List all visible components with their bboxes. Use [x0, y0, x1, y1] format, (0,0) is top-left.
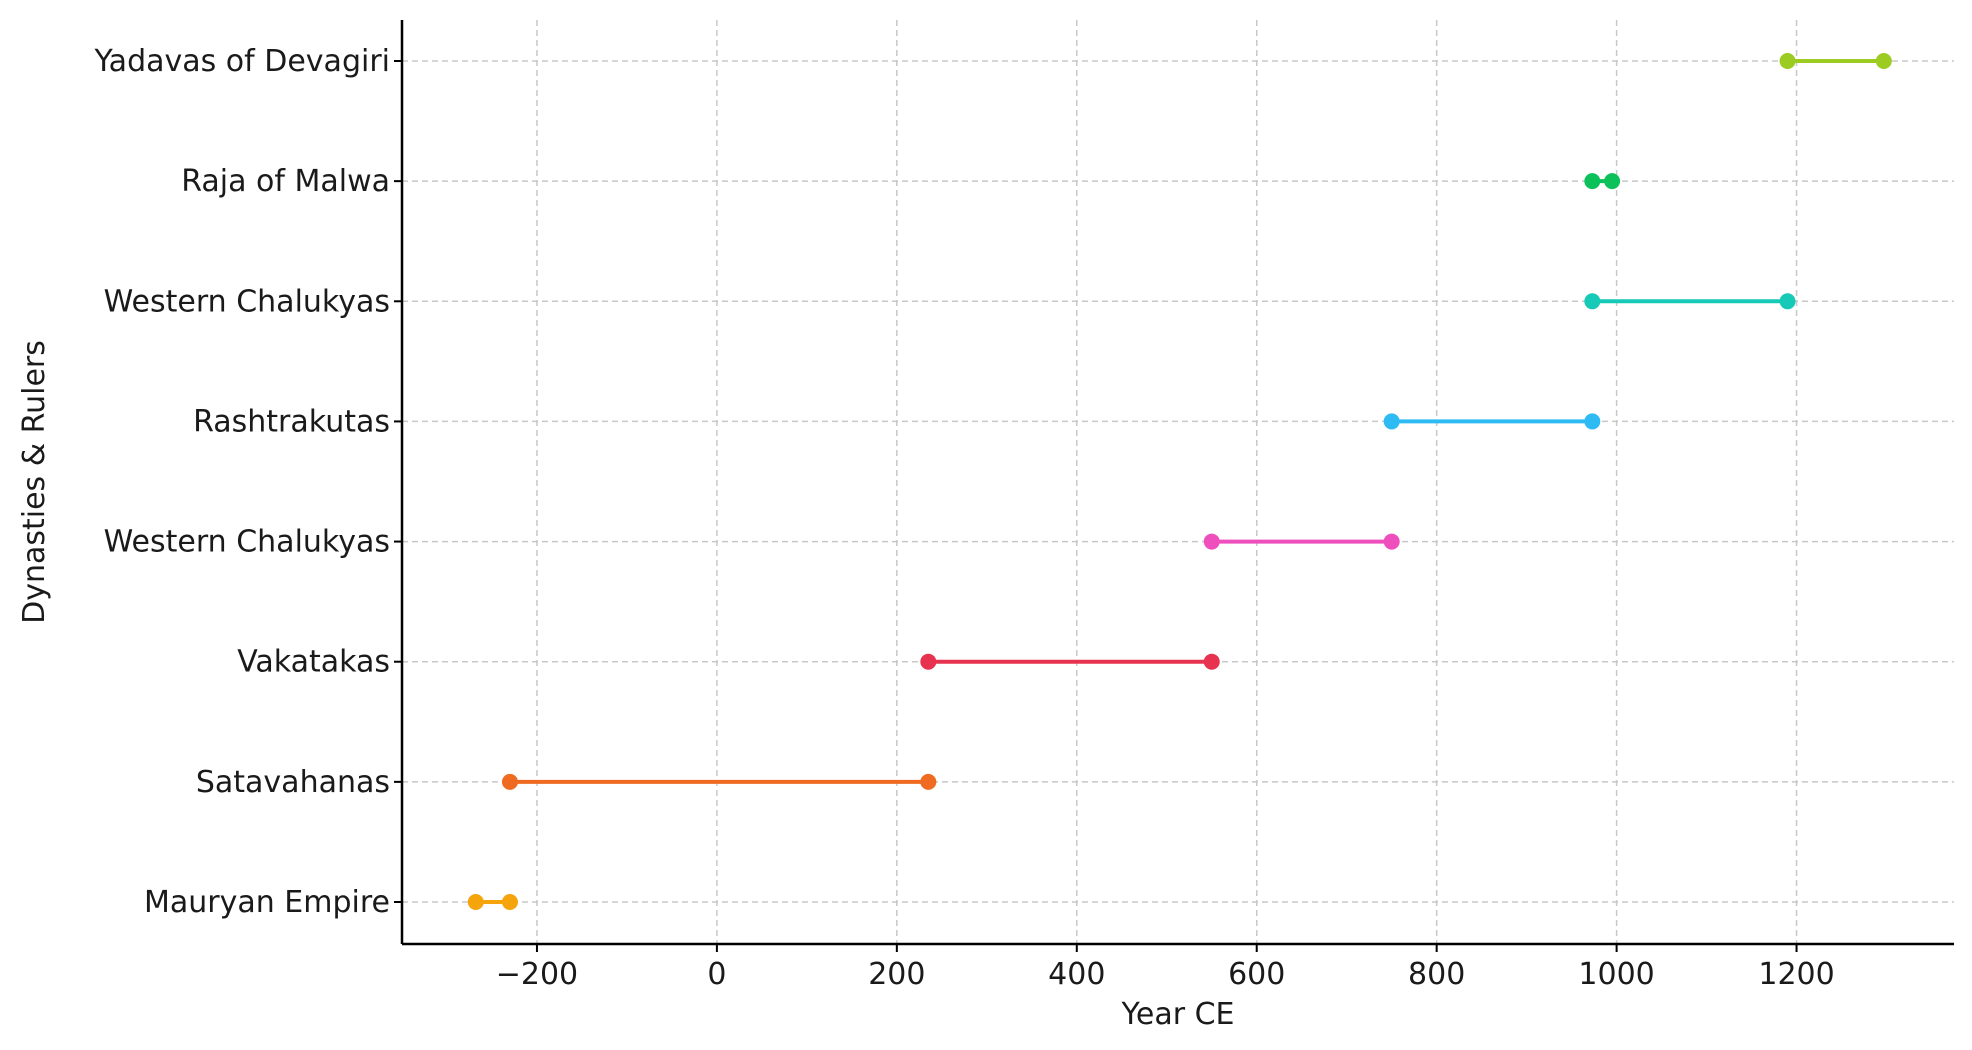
x-tick-label: 1200	[1758, 957, 1834, 992]
y-tick-label: Rashtrakutas	[193, 404, 390, 439]
start-point	[1779, 53, 1796, 69]
y-tick-label: Raja of Malwa	[181, 164, 390, 199]
y-tick-label: Mauryan Empire	[144, 885, 390, 920]
end-point	[920, 773, 937, 790]
end-point	[1779, 293, 1796, 310]
start-point	[1584, 173, 1601, 190]
end-point	[1203, 653, 1220, 670]
x-axis-title: Year CE	[1121, 997, 1235, 1032]
y-tick-label: Western Chalukyas	[104, 284, 390, 319]
end-point	[501, 894, 518, 910]
x-tick-labels: −200 0 200 400 600 800 1000 1200	[496, 957, 1835, 992]
x-tick-label: 800	[1408, 957, 1465, 992]
end-point	[1604, 173, 1621, 190]
y-tick-label: Vakatakas	[237, 645, 390, 680]
x-tick-label: 600	[1228, 957, 1285, 992]
y-tick-label: Satavahanas	[196, 765, 390, 800]
end-point	[1875, 53, 1892, 69]
y-tick-labels: Mauryan Empire Satavahanas Vakatakas Wester…	[93, 44, 390, 920]
grid-layer	[402, 20, 1954, 944]
end-point	[1584, 413, 1601, 430]
timeline-bars	[467, 53, 1892, 910]
start-point	[920, 653, 937, 670]
start-point	[467, 894, 484, 910]
y-tick-label: Yadavas of Devagiri	[93, 44, 390, 79]
start-point	[1584, 293, 1601, 310]
x-tick-label: 400	[1048, 957, 1105, 992]
y-tick-label: Western Chalukyas	[104, 525, 390, 560]
y-axis-title: Dynasties & Rulers	[17, 340, 52, 624]
end-point	[1383, 533, 1400, 550]
start-point	[501, 773, 518, 790]
x-tick-label: −200	[496, 957, 578, 992]
start-point	[1383, 413, 1400, 430]
x-tick-label: 0	[707, 957, 726, 992]
x-tick-label: 200	[868, 957, 925, 992]
x-tick-label: 1000	[1578, 957, 1654, 992]
start-point	[1203, 533, 1220, 550]
axes	[394, 20, 1954, 952]
